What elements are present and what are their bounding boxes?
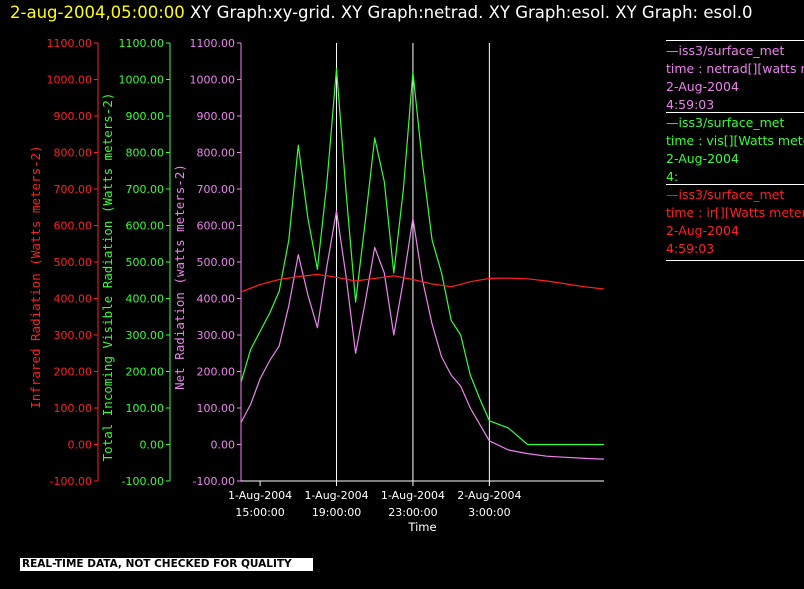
y-tick-label: 300.00 — [126, 329, 165, 342]
y-tick-label: 400.00 — [197, 293, 236, 306]
y-tick-label: -100.00 — [122, 475, 164, 488]
header-graph-list: XY Graph:xy-grid. XY Graph:netrad. XY Gr… — [184, 3, 753, 22]
y-tick-label: 500.00 — [197, 256, 236, 269]
legend-variable: time : netrad[][watts meters-2] — [666, 61, 804, 76]
y-tick-label: 700.00 — [54, 183, 93, 196]
y-tick-label: 600.00 — [197, 220, 236, 233]
series-line-vis — [241, 67, 604, 446]
y-tick-label: 1000.00 — [47, 74, 93, 87]
y-tick-label: 700.00 — [197, 183, 236, 196]
y-tick-label: 100.00 — [197, 402, 236, 415]
y-tick-label: 0.00 — [140, 439, 165, 452]
legend-source: —iss3/surface_met — [666, 115, 785, 130]
x-tick-time: 15:00:00 — [235, 506, 284, 519]
y-tick-label: 800.00 — [197, 147, 236, 160]
y-axis-label: Total Incoming Visible Radiation (Watts … — [100, 93, 115, 462]
y-tick-label: 800.00 — [126, 147, 165, 160]
x-tick-time: 23:00:00 — [388, 506, 437, 519]
legend-time: 4: — [666, 169, 679, 184]
y-tick-label: 900.00 — [126, 110, 165, 123]
y-tick-label: 600.00 — [54, 220, 93, 233]
window-header: 2-aug-2004,05:00:00 XY Graph:xy-grid. XY… — [10, 2, 800, 23]
y-tick-label: 800.00 — [54, 147, 93, 160]
y-tick-label: 100.00 — [54, 402, 93, 415]
y-tick-label: 500.00 — [126, 256, 165, 269]
y-tick-label: 1000.00 — [119, 74, 165, 87]
legend-netrad[interactable]: —iss3/surface_met time : netrad[][watts … — [666, 42, 804, 114]
y-tick-label: 700.00 — [126, 183, 165, 196]
y-tick-label: 400.00 — [54, 293, 93, 306]
x-tick-date: 2-Aug-2004 — [457, 489, 521, 502]
y-tick-label: 1100.00 — [190, 37, 236, 50]
y-tick-label: 200.00 — [54, 366, 93, 379]
y-tick-label: 1000.00 — [190, 74, 236, 87]
y-tick-label: 0.00 — [68, 439, 93, 452]
y-tick-label: 400.00 — [126, 293, 165, 306]
legend-source: —iss3/surface_met — [666, 43, 785, 58]
legend-vis[interactable]: —iss3/surface_met time : vis[][Watts met… — [666, 114, 804, 186]
y-tick-label: 300.00 — [54, 329, 93, 342]
y-tick-label: -100.00 — [193, 475, 235, 488]
y-tick-label: 900.00 — [54, 110, 93, 123]
y-tick-label: 900.00 — [197, 110, 236, 123]
x-tick-date: 1-Aug-2004 — [304, 489, 368, 502]
y-tick-label: 200.00 — [126, 366, 165, 379]
series-line-ir — [241, 273, 604, 293]
x-tick-date: 1-Aug-2004 — [381, 489, 445, 502]
y-tick-label: 600.00 — [126, 220, 165, 233]
y-tick-label: 500.00 — [54, 256, 93, 269]
legend-time: 4:59:03 — [666, 97, 715, 112]
header-timestamp: 2-aug-2004,05:00:00 — [10, 3, 185, 22]
legend-date: 2-Aug-2004 — [666, 79, 739, 94]
y-axis-label: Net Radiation (watts meters-2) — [172, 164, 187, 390]
y-tick-label: 0.00 — [211, 439, 236, 452]
y-tick-label: 300.00 — [197, 329, 236, 342]
legend-ir[interactable]: —iss3/surface_met time : ir[][Watts mete… — [666, 186, 804, 258]
x-tick-date: 1-Aug-2004 — [228, 489, 292, 502]
quality-banner: REAL-TIME DATA, NOT CHECKED FOR QUALITY — [20, 558, 313, 571]
x-axis-label: Time — [407, 520, 436, 534]
x-tick-time: 19:00:00 — [312, 506, 361, 519]
legend-variable: time : vis[][Watts meters-2] — [666, 133, 804, 148]
series-line-netrad — [241, 210, 604, 460]
legend-time: 4:59:03 — [666, 241, 715, 256]
legend-variable: time : ir[][Watts meters-2] — [666, 205, 804, 220]
y-tick-label: 100.00 — [126, 402, 165, 415]
legend-source: —iss3/surface_met — [666, 187, 785, 202]
y-tick-label: 1100.00 — [119, 37, 165, 50]
x-tick-time: 3:00:00 — [468, 506, 510, 519]
y-axis-label: Infrared Radiation (Watts meters-2) — [28, 145, 43, 408]
y-tick-label: 1100.00 — [47, 37, 93, 50]
y-tick-label: 200.00 — [197, 366, 236, 379]
y-tick-label: -100.00 — [50, 475, 92, 488]
legend-date: 2-Aug-2004 — [666, 223, 739, 238]
legend-date: 2-Aug-2004 — [666, 151, 739, 166]
